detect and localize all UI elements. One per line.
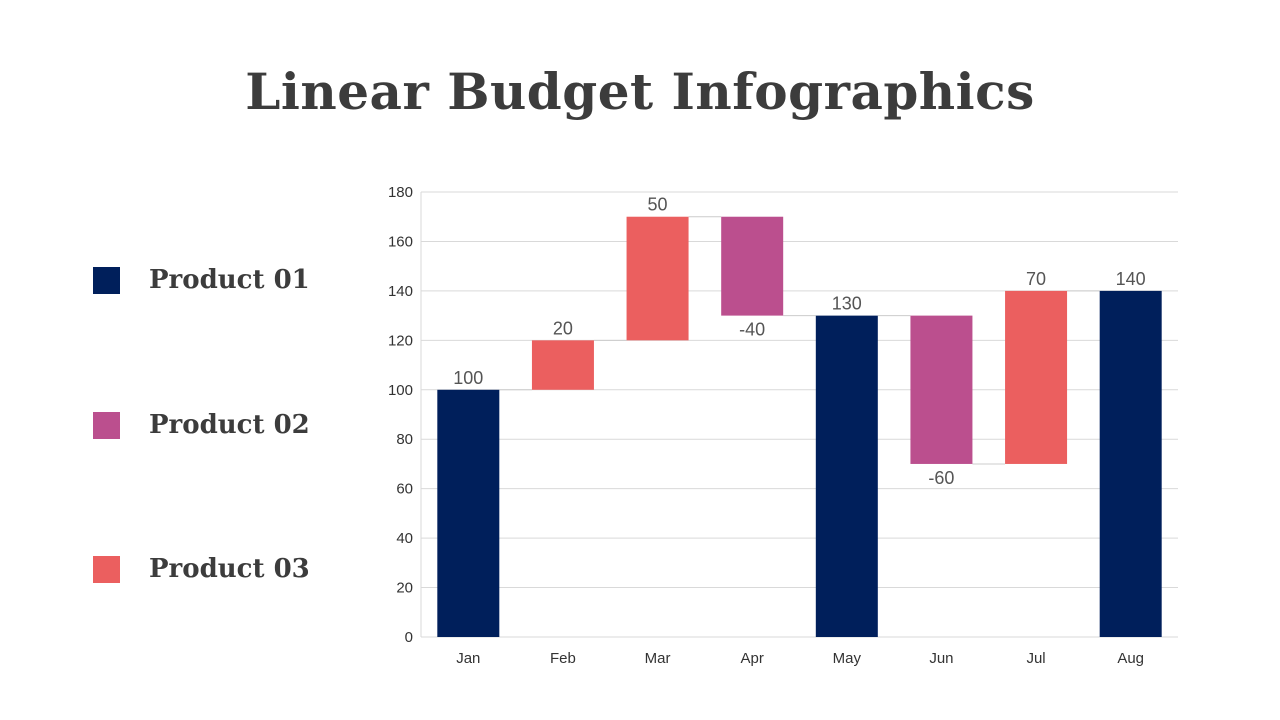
- data-label-apr: -40: [739, 320, 765, 340]
- y-tick-label: 140: [388, 283, 413, 300]
- labels: 0 20 40 60 80 100 120 140 160 180 Jan Feb Mar Apr May J…: [388, 184, 1146, 667]
- data-label-mar: 50: [648, 195, 668, 215]
- y-tick-label: 0: [405, 629, 413, 646]
- y-tick-label: 180: [388, 184, 413, 201]
- legend-item-product-02: Product 02: [93, 405, 353, 445]
- x-tick-label: Jul: [1026, 650, 1045, 667]
- legend-label-product-02: Product 02: [149, 410, 310, 440]
- data-label-feb: 20: [553, 318, 573, 338]
- connector-lines: [499, 216, 1100, 465]
- data-label-jun: -60: [928, 468, 954, 488]
- legend-label-product-01: Product 01: [149, 265, 310, 295]
- x-tick-label: Jun: [929, 650, 953, 667]
- data-label-jul: 70: [1026, 269, 1046, 289]
- data-label-jan: 100: [453, 368, 483, 388]
- x-tick-label: May: [833, 650, 862, 667]
- bar-jul: [1005, 290, 1068, 464]
- bars: [437, 216, 1162, 637]
- y-tick-label: 120: [388, 332, 413, 349]
- legend-swatch-product-02: [93, 411, 120, 439]
- bar-aug: [1099, 290, 1162, 637]
- x-tick-label: Feb: [550, 650, 576, 667]
- y-tick-label: 80: [396, 431, 413, 448]
- x-tick-label: Aug: [1117, 650, 1144, 667]
- legend-item-product-03: Product 03: [93, 549, 353, 589]
- legend-item-product-01: Product 01: [93, 260, 353, 300]
- bar-feb: [531, 340, 594, 390]
- bar-may: [815, 315, 878, 637]
- page-title: Linear Budget Infographics: [245, 62, 1035, 121]
- legend-swatch-product-01: [93, 266, 120, 294]
- bar-mar: [626, 216, 689, 341]
- y-tick-label: 100: [388, 382, 413, 399]
- bar-jan: [437, 389, 500, 637]
- legend-label-product-03: Product 03: [149, 554, 310, 584]
- y-tick-label: 60: [396, 481, 413, 498]
- legend-swatch-product-03: [93, 555, 120, 583]
- data-label-may: 130: [832, 294, 862, 314]
- x-tick-label: Apr: [741, 650, 764, 667]
- bar-jun: [910, 315, 973, 464]
- y-tick-label: 40: [396, 530, 413, 547]
- x-tick-label: Mar: [645, 650, 671, 667]
- x-tick-label: Jan: [456, 650, 480, 667]
- y-tick-label: 160: [388, 233, 413, 250]
- data-label-aug: 140: [1116, 269, 1146, 289]
- y-tick-label: 20: [396, 580, 413, 597]
- bar-apr: [721, 216, 784, 316]
